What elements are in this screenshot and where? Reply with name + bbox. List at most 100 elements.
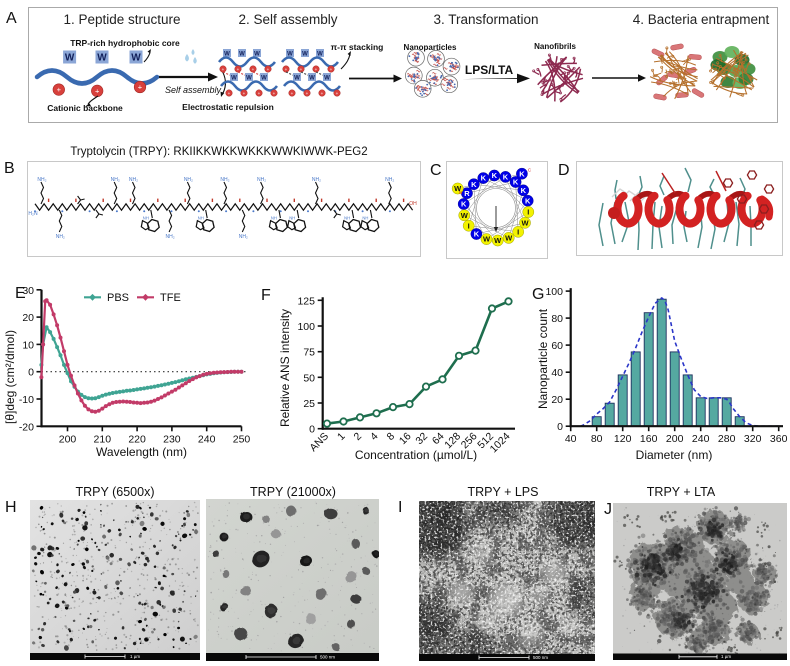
- svg-text:240: 240: [198, 433, 216, 445]
- svg-text:200: 200: [59, 433, 77, 445]
- svg-text:320: 320: [744, 433, 762, 445]
- svg-text:W: W: [302, 51, 308, 57]
- svg-text:+: +: [300, 67, 303, 72]
- svg-text:20: 20: [22, 312, 34, 324]
- svg-text:8: 8: [385, 430, 398, 443]
- svg-text:+: +: [57, 85, 62, 94]
- svg-text:40: 40: [565, 433, 577, 445]
- svg-text:60: 60: [551, 340, 563, 352]
- svg-text:+: +: [222, 67, 225, 72]
- svg-text:TFE: TFE: [160, 292, 181, 304]
- svg-text:PBS: PBS: [107, 292, 129, 304]
- svg-text:100: 100: [297, 321, 315, 333]
- svg-text:25: 25: [303, 398, 315, 410]
- svg-text:K: K: [519, 169, 525, 178]
- svg-text:K: K: [474, 230, 480, 239]
- svg-text:W: W: [521, 218, 529, 227]
- svg-text:NH₂: NH₂: [56, 234, 65, 240]
- svg-text:I: I: [517, 227, 519, 236]
- svg-text:Concentration (µmol/L): Concentration (µmol/L): [355, 448, 477, 462]
- svg-text:200: 200: [666, 433, 684, 445]
- svg-text:W: W: [287, 51, 293, 57]
- svg-text:W: W: [254, 51, 260, 57]
- svg-text:W: W: [324, 75, 330, 81]
- svg-text:K: K: [461, 200, 467, 209]
- svg-text:210: 210: [94, 433, 112, 445]
- svg-text:K: K: [521, 186, 527, 195]
- svg-text:[θ]deg (cm²/dmol): [θ]deg (cm²/dmol): [3, 330, 17, 424]
- svg-text:+: +: [330, 67, 333, 72]
- svg-text:OH: OH: [409, 201, 417, 207]
- svg-text:W: W: [483, 235, 491, 244]
- svg-text:1: 1: [335, 430, 348, 443]
- svg-text:NH: NH: [198, 216, 204, 221]
- svg-text:10: 10: [22, 339, 34, 351]
- svg-text:160: 160: [640, 433, 658, 445]
- svg-text:Nanoparticle count: Nanoparticle count: [536, 308, 550, 409]
- svg-text:+: +: [243, 91, 246, 96]
- svg-text:16: 16: [397, 430, 414, 447]
- svg-text:W: W: [224, 51, 230, 57]
- svg-text:500 nm: 500 nm: [533, 655, 548, 660]
- svg-text:+: +: [306, 91, 309, 96]
- svg-text:W: W: [231, 75, 237, 81]
- svg-text:1 µm: 1 µm: [130, 654, 140, 659]
- svg-text:4. Bacteria entrapment: 4. Bacteria entrapment: [633, 12, 770, 27]
- svg-text:+: +: [258, 91, 261, 96]
- svg-text:+: +: [291, 91, 294, 96]
- svg-text:R: R: [464, 189, 470, 198]
- svg-text:240: 240: [692, 433, 710, 445]
- svg-text:NH₂: NH₂: [111, 177, 120, 183]
- svg-text:250: 250: [233, 433, 251, 445]
- svg-text:NH₂: NH₂: [220, 177, 229, 183]
- svg-text:+: +: [138, 83, 143, 92]
- svg-text:W: W: [294, 75, 300, 81]
- svg-text:W: W: [97, 53, 107, 64]
- svg-text:W: W: [317, 51, 323, 57]
- svg-text:W: W: [131, 53, 141, 64]
- svg-text:Cationic backbone: Cationic backbone: [47, 103, 123, 113]
- svg-text:W: W: [65, 53, 75, 64]
- svg-text:1. Peptide structure: 1. Peptide structure: [63, 12, 180, 27]
- svg-text:NH₂: NH₂: [37, 177, 46, 183]
- svg-text:LPS/LTA: LPS/LTA: [465, 63, 514, 77]
- svg-text:+: +: [95, 87, 100, 96]
- svg-text:2. Self assembly: 2. Self assembly: [238, 12, 337, 27]
- svg-text:20: 20: [551, 394, 563, 406]
- svg-text:W: W: [494, 236, 502, 245]
- svg-text:Nanofibrils: Nanofibrils: [534, 42, 576, 51]
- svg-text:Electrostatic repulsion: Electrostatic repulsion: [182, 102, 274, 112]
- svg-text:3. Transformation: 3. Transformation: [433, 12, 538, 27]
- svg-text:NH₂: NH₂: [257, 177, 266, 183]
- svg-text:NH₂: NH₂: [166, 234, 175, 240]
- svg-text:NH₂: NH₂: [385, 177, 394, 183]
- svg-text:TRP-rich hydrophobic core: TRP-rich hydrophobic core: [70, 38, 180, 48]
- svg-text:+: +: [273, 91, 276, 96]
- svg-text:K: K: [492, 171, 498, 180]
- svg-text:80: 80: [591, 433, 603, 445]
- svg-text:π-π stacking: π-π stacking: [331, 42, 384, 52]
- svg-text:0: 0: [28, 367, 34, 379]
- svg-text:Self assembly: Self assembly: [165, 85, 222, 95]
- svg-text:500 nm: 500 nm: [320, 655, 335, 660]
- svg-text:NH₂: NH₂: [312, 177, 321, 183]
- svg-text:NH: NH: [271, 216, 277, 221]
- svg-text:W: W: [505, 234, 513, 243]
- svg-text:W: W: [461, 211, 469, 220]
- svg-text:W: W: [309, 75, 315, 81]
- svg-text:NH: NH: [344, 216, 350, 221]
- svg-text:NH₂: NH₂: [184, 177, 193, 183]
- svg-text:125: 125: [297, 295, 315, 307]
- svg-text:+: +: [285, 67, 288, 72]
- svg-text:+: +: [315, 67, 318, 72]
- svg-text:W: W: [454, 184, 462, 193]
- svg-text:I: I: [527, 208, 529, 217]
- svg-text:32: 32: [413, 430, 430, 447]
- svg-text:K: K: [481, 174, 487, 183]
- svg-text:I: I: [468, 221, 470, 230]
- svg-text:40: 40: [551, 367, 563, 379]
- svg-text:1024: 1024: [488, 430, 513, 455]
- svg-text:NH: NH: [143, 216, 149, 221]
- svg-text:K: K: [513, 178, 519, 187]
- svg-text:120: 120: [614, 433, 632, 445]
